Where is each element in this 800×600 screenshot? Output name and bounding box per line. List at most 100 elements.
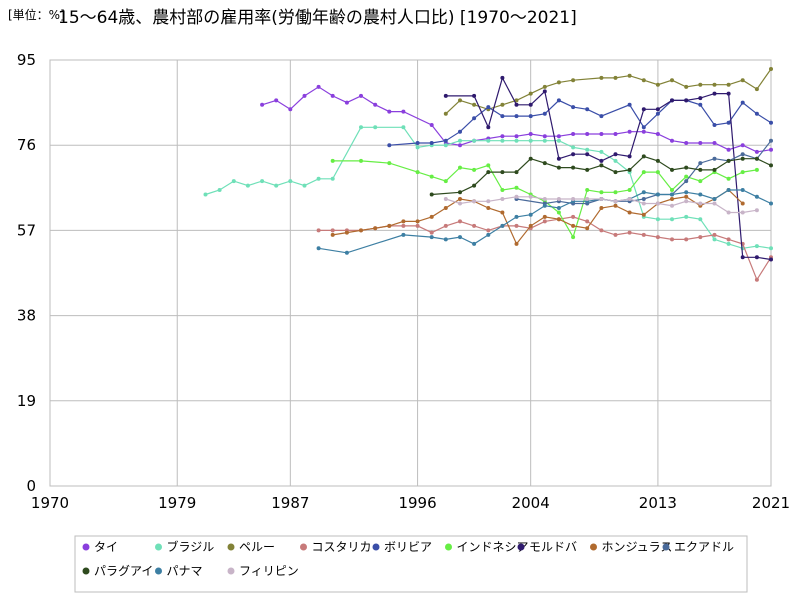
- data-point: [486, 228, 491, 233]
- data-point: [754, 244, 759, 249]
- data-point: [458, 98, 462, 103]
- data-point: [514, 138, 519, 143]
- data-point: [641, 125, 646, 130]
- data-point: [528, 156, 533, 161]
- data-point: [415, 170, 420, 175]
- data-point: [698, 217, 703, 222]
- data-point: [698, 161, 703, 166]
- data-point: [571, 223, 576, 228]
- series-6: [443, 75, 773, 262]
- data-point: [500, 114, 505, 119]
- series-line: [332, 160, 757, 239]
- data-point: [486, 199, 491, 204]
- data-point: [373, 226, 378, 231]
- data-point: [726, 188, 731, 192]
- data-point: [698, 141, 703, 145]
- series-9: [429, 154, 773, 197]
- legend-marker: [300, 543, 307, 551]
- data-point: [599, 132, 604, 136]
- data-point: [627, 154, 632, 159]
- data-point: [302, 93, 307, 98]
- data-point: [542, 89, 547, 94]
- data-point: [288, 179, 293, 184]
- data-point: [556, 217, 561, 222]
- data-point: [627, 73, 632, 78]
- data-point: [472, 241, 477, 246]
- data-point: [754, 194, 759, 199]
- data-point: [316, 246, 321, 251]
- series-4: [387, 98, 773, 148]
- data-point: [670, 192, 674, 197]
- data-point: [769, 120, 773, 125]
- data-point: [528, 223, 533, 228]
- data-point: [684, 174, 689, 179]
- legend-marker: [445, 543, 452, 551]
- data-point: [599, 206, 604, 210]
- legend-marker: [517, 543, 525, 551]
- data-point: [556, 134, 561, 139]
- data-point: [613, 203, 618, 208]
- data-point: [429, 192, 434, 197]
- y-tick-label: 95: [17, 51, 36, 69]
- data-point: [698, 179, 703, 184]
- data-point: [443, 223, 448, 228]
- data-point: [613, 158, 618, 163]
- legend-marker: [82, 543, 90, 551]
- data-point: [627, 210, 632, 215]
- data-point: [486, 125, 491, 130]
- data-point: [670, 203, 674, 208]
- data-point: [443, 93, 448, 98]
- y-tick-label: 19: [17, 392, 36, 410]
- data-point: [514, 194, 519, 199]
- data-point: [542, 134, 547, 139]
- data-point: [344, 250, 349, 255]
- data-point: [670, 188, 674, 192]
- data-point: [740, 255, 745, 260]
- data-point: [500, 138, 505, 143]
- data-point: [429, 141, 434, 145]
- data-point: [627, 129, 632, 134]
- data-point: [684, 237, 689, 242]
- data-point: [458, 129, 462, 134]
- data-point: [769, 246, 773, 251]
- data-point: [712, 167, 717, 172]
- data-point: [670, 138, 674, 143]
- data-point: [585, 226, 590, 231]
- data-point: [373, 102, 378, 107]
- data-point: [613, 132, 618, 136]
- data-point: [429, 174, 434, 179]
- data-point: [217, 188, 222, 192]
- data-point: [458, 201, 462, 206]
- data-point: [486, 170, 491, 175]
- data-point: [486, 206, 491, 210]
- legend-item: ペルー: [227, 540, 275, 554]
- data-point: [712, 141, 717, 145]
- data-point: [571, 132, 576, 136]
- data-point: [726, 158, 731, 163]
- data-point: [556, 156, 561, 161]
- data-point: [684, 165, 689, 170]
- legend-item: フィリピン: [227, 564, 299, 578]
- data-point: [429, 123, 434, 127]
- data-point: [458, 219, 462, 224]
- data-point: [528, 138, 533, 143]
- data-point: [528, 91, 533, 96]
- data-point: [401, 232, 406, 237]
- data-point: [330, 228, 335, 233]
- data-point: [571, 152, 576, 157]
- data-point: [500, 210, 505, 215]
- data-point: [740, 156, 745, 161]
- data-point: [387, 143, 392, 148]
- data-point: [740, 100, 745, 105]
- data-point: [458, 165, 462, 170]
- data-point: [599, 158, 604, 163]
- data-point: [571, 105, 576, 110]
- data-point: [684, 98, 689, 103]
- data-point: [387, 223, 392, 228]
- data-point: [458, 138, 462, 143]
- data-point: [514, 134, 519, 139]
- data-point: [514, 102, 519, 107]
- legend-label: ホンジュラス: [602, 540, 673, 554]
- data-point: [726, 147, 731, 152]
- data-point: [486, 232, 491, 237]
